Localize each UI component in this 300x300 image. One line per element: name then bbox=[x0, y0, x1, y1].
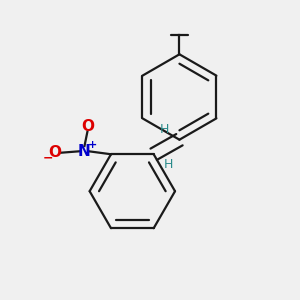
Text: +: + bbox=[88, 140, 98, 150]
Text: H: H bbox=[160, 123, 169, 136]
Text: O: O bbox=[49, 145, 62, 160]
Text: O: O bbox=[81, 119, 94, 134]
Text: H: H bbox=[164, 158, 173, 171]
Text: N: N bbox=[78, 144, 91, 159]
Text: −: − bbox=[42, 152, 53, 165]
